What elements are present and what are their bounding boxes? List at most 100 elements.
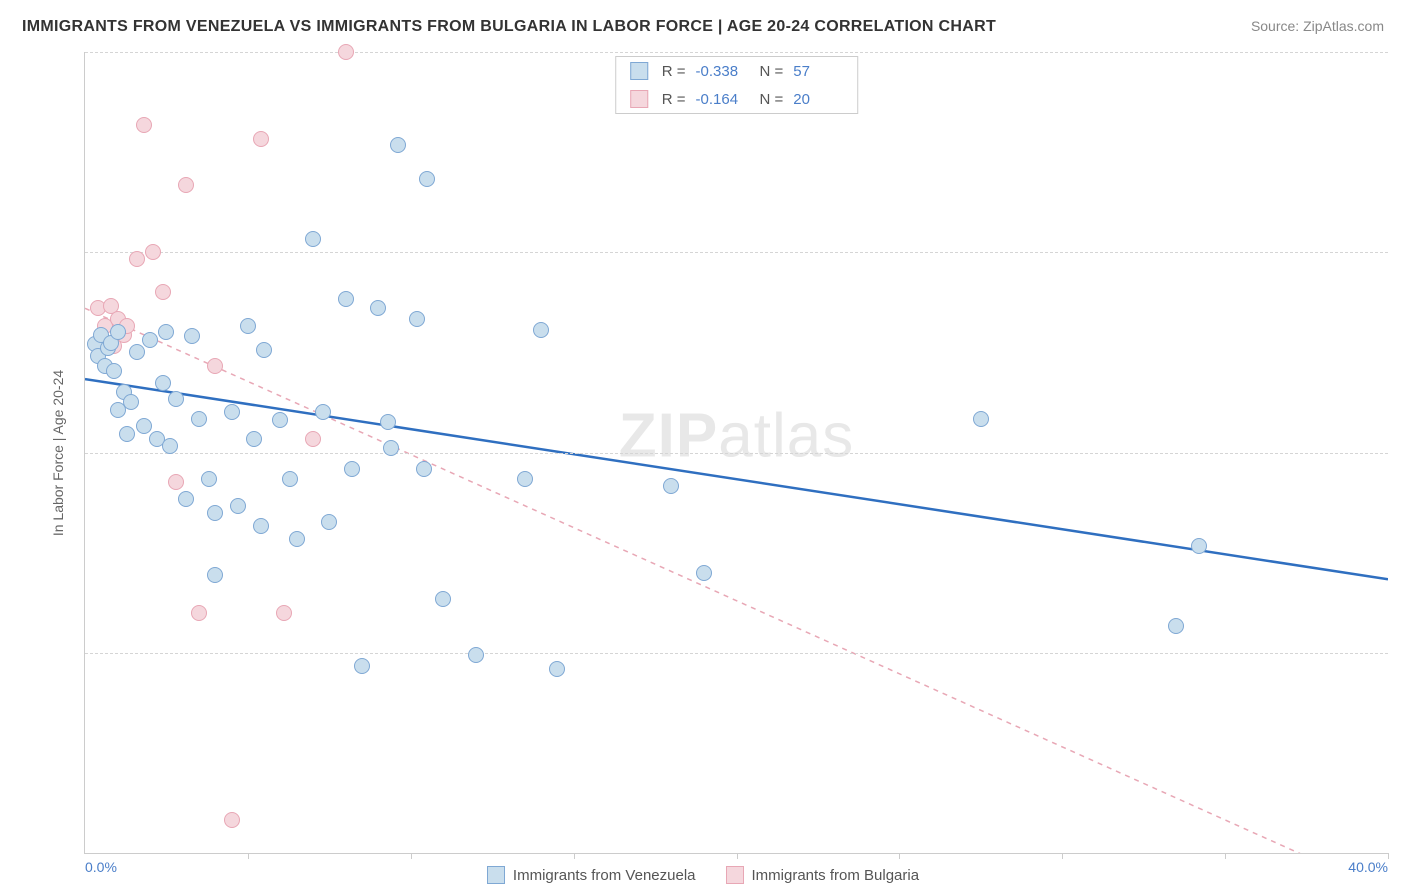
y-tick-label: 100.0% bbox=[1398, 44, 1406, 60]
x-tick-mark bbox=[574, 853, 575, 859]
data-point bbox=[184, 328, 200, 344]
data-point bbox=[106, 363, 122, 379]
data-point bbox=[370, 300, 386, 316]
legend-swatch bbox=[487, 866, 505, 884]
data-point bbox=[973, 411, 989, 427]
data-point bbox=[305, 231, 321, 247]
data-point bbox=[305, 431, 321, 447]
y-tick-label: 55.0% bbox=[1398, 645, 1406, 661]
data-point bbox=[201, 471, 217, 487]
data-point bbox=[191, 411, 207, 427]
legend-r-value: -0.338 bbox=[696, 63, 746, 80]
legend-r-label: R = bbox=[662, 63, 686, 80]
x-tick-mark bbox=[1225, 853, 1226, 859]
x-tick-mark bbox=[899, 853, 900, 859]
legend-series-label: Immigrants from Venezuela bbox=[513, 867, 696, 884]
data-point bbox=[155, 375, 171, 391]
legend-correlation-row: R =-0.164N =20 bbox=[616, 85, 858, 113]
data-point bbox=[129, 344, 145, 360]
watermark: ZIPatlas bbox=[619, 401, 854, 472]
data-point bbox=[696, 565, 712, 581]
data-point bbox=[129, 251, 145, 267]
data-point bbox=[533, 322, 549, 338]
data-point bbox=[168, 474, 184, 490]
x-tick-mark bbox=[1062, 853, 1063, 859]
data-point bbox=[272, 412, 288, 428]
chart-area: In Labor Force | Age 20-24 ZIPatlas R =-… bbox=[48, 52, 1388, 854]
data-point bbox=[155, 284, 171, 300]
x-tick-mark bbox=[737, 853, 738, 859]
legend-series-item: Immigrants from Bulgaria bbox=[726, 866, 920, 884]
gridline-horizontal bbox=[85, 453, 1388, 454]
data-point bbox=[419, 171, 435, 187]
legend-n-label: N = bbox=[760, 91, 784, 108]
data-point bbox=[344, 461, 360, 477]
data-point bbox=[1168, 618, 1184, 634]
data-point bbox=[123, 394, 139, 410]
data-point bbox=[207, 505, 223, 521]
scatter-plot: ZIPatlas R =-0.338N =57R =-0.164N =20 55… bbox=[84, 52, 1388, 854]
gridline-horizontal bbox=[85, 653, 1388, 654]
data-point bbox=[468, 647, 484, 663]
series-legend: Immigrants from Venezuela Immigrants from… bbox=[0, 866, 1406, 884]
x-tick-mark bbox=[248, 853, 249, 859]
data-point bbox=[338, 44, 354, 60]
legend-n-value: 57 bbox=[793, 63, 843, 80]
data-point bbox=[435, 591, 451, 607]
data-point bbox=[380, 414, 396, 430]
legend-series-label: Immigrants from Bulgaria bbox=[752, 867, 920, 884]
data-point bbox=[409, 311, 425, 327]
data-point bbox=[390, 137, 406, 153]
data-point bbox=[207, 567, 223, 583]
gridline-horizontal bbox=[85, 52, 1388, 53]
legend-r-label: R = bbox=[662, 91, 686, 108]
data-point bbox=[1191, 538, 1207, 554]
watermark-rest: atlas bbox=[718, 402, 854, 471]
data-point bbox=[119, 426, 135, 442]
legend-swatch bbox=[726, 866, 744, 884]
data-point bbox=[230, 498, 246, 514]
legend-n-label: N = bbox=[760, 63, 784, 80]
chart-header: IMMIGRANTS FROM VENEZUELA VS IMMIGRANTS … bbox=[22, 18, 1384, 36]
data-point bbox=[136, 418, 152, 434]
data-point bbox=[383, 440, 399, 456]
data-point bbox=[253, 518, 269, 534]
legend-series-item: Immigrants from Venezuela bbox=[487, 866, 696, 884]
data-point bbox=[224, 812, 240, 828]
x-tick-mark bbox=[1388, 853, 1389, 859]
correlation-legend: R =-0.338N =57R =-0.164N =20 bbox=[615, 56, 859, 114]
data-point bbox=[158, 324, 174, 340]
data-point bbox=[224, 404, 240, 420]
legend-correlation-row: R = -0.338 N = 57 bbox=[616, 57, 858, 85]
data-point bbox=[663, 478, 679, 494]
data-point bbox=[178, 491, 194, 507]
data-point bbox=[321, 514, 337, 530]
data-point bbox=[416, 461, 432, 477]
data-point bbox=[191, 605, 207, 621]
data-point bbox=[178, 177, 194, 193]
data-point bbox=[354, 658, 370, 674]
data-point bbox=[338, 291, 354, 307]
watermark-bold: ZIP bbox=[619, 402, 718, 471]
data-point bbox=[162, 438, 178, 454]
data-point bbox=[549, 661, 565, 677]
data-point bbox=[142, 332, 158, 348]
legend-r-value: -0.164 bbox=[696, 91, 746, 108]
trendline bbox=[85, 308, 1388, 853]
y-tick-label: 85.0% bbox=[1398, 244, 1406, 260]
data-point bbox=[289, 531, 305, 547]
legend-swatch bbox=[630, 90, 648, 108]
y-tick-label: 70.0% bbox=[1398, 445, 1406, 461]
data-point bbox=[256, 342, 272, 358]
data-point bbox=[246, 431, 262, 447]
y-axis-label: In Labor Force | Age 20-24 bbox=[50, 370, 66, 536]
data-point bbox=[207, 358, 223, 374]
x-tick-mark bbox=[411, 853, 412, 859]
data-point bbox=[168, 391, 184, 407]
data-point bbox=[136, 117, 152, 133]
data-point bbox=[276, 605, 292, 621]
data-point bbox=[253, 131, 269, 147]
data-point bbox=[315, 404, 331, 420]
data-point bbox=[282, 471, 298, 487]
gridline-horizontal bbox=[85, 252, 1388, 253]
